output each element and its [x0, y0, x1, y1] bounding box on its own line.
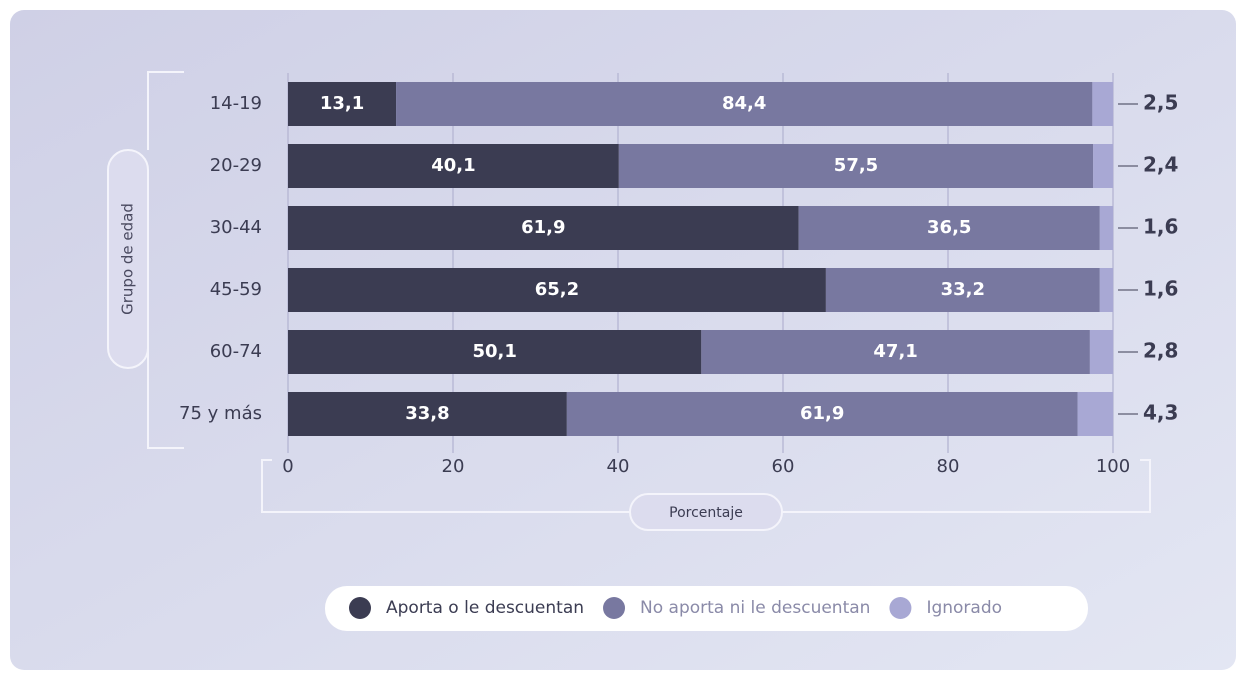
y-tick-label: 60-74 — [210, 341, 262, 362]
y-axis-title: Grupo de edad — [119, 203, 137, 315]
data-label: 1,6 — [1143, 215, 1178, 239]
data-label: 33,2 — [941, 279, 985, 300]
data-label: 13,1 — [320, 93, 364, 114]
data-label: 57,5 — [834, 155, 878, 176]
data-label: 61,9 — [800, 403, 844, 424]
page: Grupo de edad Porcentaje 0 20 40 60 80 100 14-… — [0, 0, 1246, 675]
data-label: 36,5 — [927, 217, 971, 238]
legend-label: No aporta ni le descuentan — [640, 598, 870, 618]
bar-segment — [1100, 206, 1113, 250]
legend-label: Ignorado — [926, 598, 1002, 618]
y-tick-label: 75 y más — [179, 403, 262, 424]
data-label: 40,1 — [431, 155, 475, 176]
data-label: 4,3 — [1143, 401, 1178, 425]
data-label: 84,4 — [722, 93, 766, 114]
legend-label: Aporta o le descuentan — [386, 598, 584, 618]
x-tick-label: 100 — [1096, 456, 1130, 477]
x-tick-label: 0 — [282, 456, 293, 477]
x-tick-label: 60 — [772, 456, 795, 477]
y-tick-label: 30-44 — [210, 217, 262, 238]
bar-segment — [1092, 82, 1113, 126]
bar-segment — [1093, 144, 1113, 188]
data-label: 47,1 — [873, 341, 917, 362]
x-tick-label: 80 — [937, 456, 960, 477]
x-tick-label: 20 — [442, 456, 465, 477]
bar-segment — [1078, 392, 1113, 436]
data-label: 2,8 — [1143, 339, 1178, 363]
data-label: 2,5 — [1143, 91, 1178, 115]
legend-marker — [349, 597, 371, 619]
y-tick-label: 20-29 — [210, 155, 262, 176]
bar-segment — [1090, 330, 1113, 374]
chart: Grupo de edad Porcentaje 0 20 40 60 80 100 14-… — [0, 0, 1246, 675]
data-label: 33,8 — [405, 403, 449, 424]
legend-marker — [889, 597, 911, 619]
y-tick-label: 14-19 — [210, 93, 262, 114]
bar-segment — [1100, 268, 1113, 312]
data-label: 61,9 — [521, 217, 565, 238]
x-axis-title: Porcentaje — [669, 505, 743, 521]
legend-marker — [603, 597, 625, 619]
data-label: 1,6 — [1143, 277, 1178, 301]
data-label: 50,1 — [472, 341, 516, 362]
data-label: 65,2 — [535, 279, 579, 300]
x-tick-label: 40 — [607, 456, 630, 477]
data-label: 2,4 — [1143, 153, 1178, 177]
y-tick-label: 45-59 — [210, 279, 262, 300]
